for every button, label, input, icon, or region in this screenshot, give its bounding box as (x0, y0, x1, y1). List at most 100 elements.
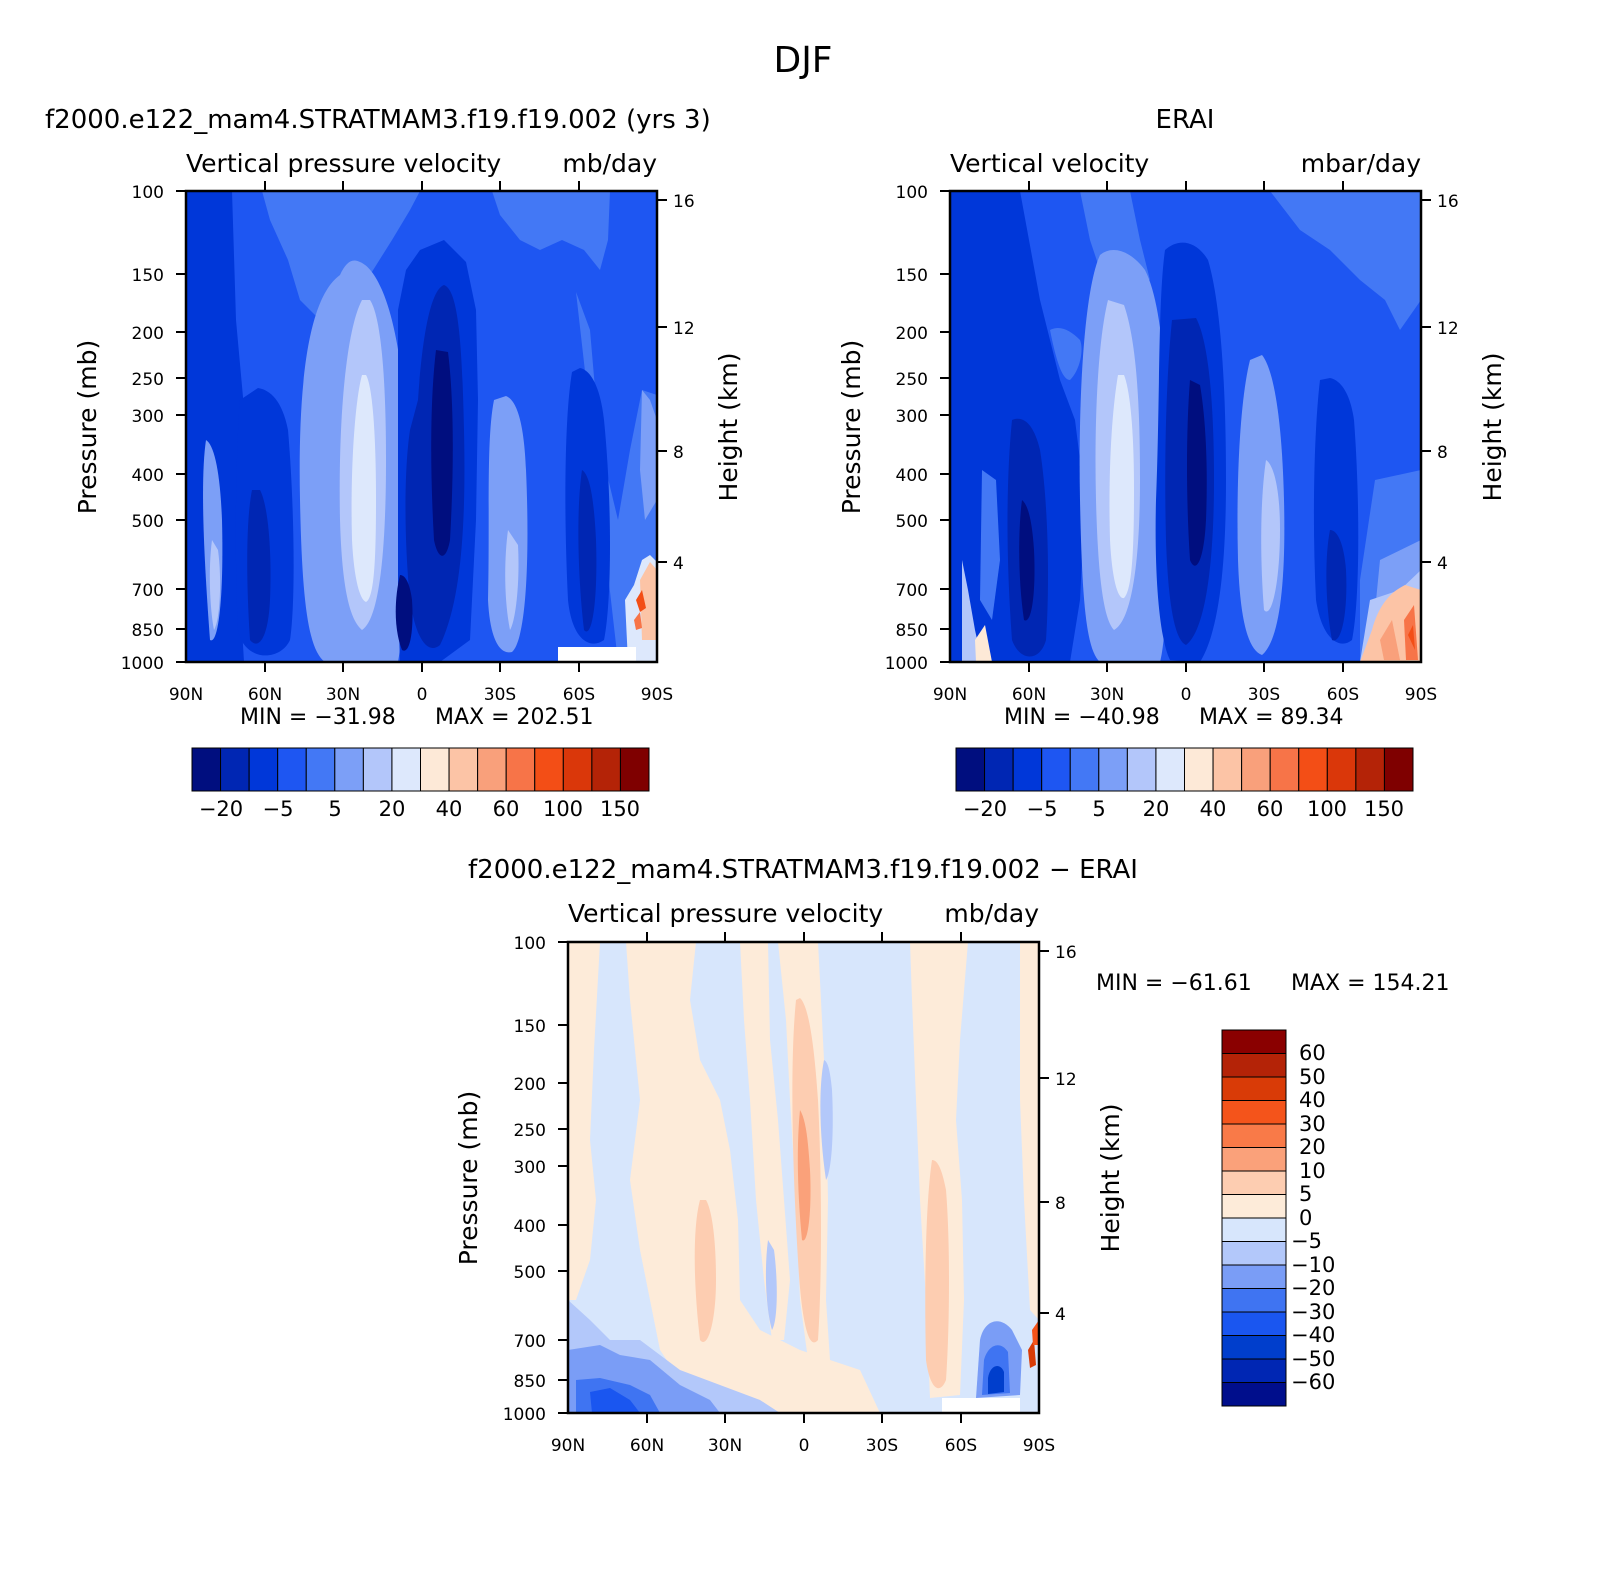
y-tick-label: 700 (514, 1332, 546, 1352)
x-tick-label: 0 (1181, 685, 1192, 705)
colorbar-swatch (220, 747, 250, 792)
y-tick-label: 250 (896, 370, 928, 390)
colorbar-swatch (1221, 1217, 1287, 1242)
colorbar-label: 150 (1364, 797, 1404, 821)
panel-diff-min: MIN = −61.61 (1096, 971, 1252, 996)
panel-diff: f2000.e122_mam4.STRATMAM3.f19.f19.002 − … (454, 855, 1450, 1456)
colorbar-swatch (1221, 1194, 1287, 1219)
x-tick-label: 30N (326, 685, 360, 705)
y-tick-label: 400 (514, 1217, 546, 1237)
colorbar-label: 30 (1299, 1112, 1326, 1136)
height-tick-label: 16 (1055, 943, 1077, 963)
height-tick-label: 4 (1437, 554, 1448, 574)
colorbar-swatch (1098, 747, 1128, 792)
y-tick-label: 1000 (121, 654, 164, 674)
height-tick-label: 12 (673, 319, 695, 339)
panel-diff-field (568, 942, 1039, 1413)
colorbar-swatch (1355, 747, 1385, 792)
colorbar-swatch (277, 747, 307, 792)
x-tick-label: 30N (1090, 685, 1124, 705)
y-tick-label: 250 (514, 1121, 546, 1141)
colorbar-swatch (1221, 1147, 1287, 1172)
colorbar-label: 40 (436, 797, 463, 821)
colorbar-swatch (1221, 1170, 1287, 1195)
panel-model: f2000.e122_mam4.STRATMAM3.f19.f19.002 (y… (45, 105, 743, 821)
colorbar-swatch (1155, 747, 1185, 792)
colorbar-swatch (1221, 1241, 1287, 1266)
y-tick-label: 300 (896, 407, 928, 427)
y-tick-label: 400 (896, 466, 928, 486)
colorbar-swatch (1221, 1123, 1287, 1148)
colorbar-swatch (591, 747, 621, 792)
panel-diff-units: mb/day (944, 899, 1039, 928)
y-tick-label: 100 (514, 934, 546, 954)
x-tick-label: 60S (563, 685, 595, 705)
colorbar-label: −60 (1291, 1370, 1335, 1394)
colorbar-label: 60 (1257, 797, 1284, 821)
panel-diff-ticks (558, 932, 1049, 1423)
panel-diff-ylabel: Pressure (mb) (454, 1091, 483, 1265)
colorbar-swatch (1126, 747, 1157, 792)
panel-obs-max: MAX = 89.34 (1199, 705, 1344, 730)
y-tick-label: 500 (896, 512, 928, 532)
colorbar-swatch (362, 747, 393, 792)
height-tick-label: 8 (1437, 443, 1448, 463)
y-tick-label: 200 (132, 324, 164, 344)
x-tick-label: 90N (551, 1436, 585, 1456)
colorbar-swatch (477, 747, 507, 792)
y-tick-label: 400 (132, 466, 164, 486)
colorbar-label: 150 (600, 797, 640, 821)
y-tick-label: 200 (514, 1075, 546, 1095)
x-tick-label: 60N (630, 1436, 664, 1456)
panel-diff-xticklabels: 90N 60N 30N 0 30S 60S 90S (551, 1436, 1055, 1456)
colorbar-swatch (1041, 747, 1071, 792)
y-tick-label: 200 (896, 324, 928, 344)
panel-obs-ylabel: Pressure (mb) (837, 340, 866, 514)
x-tick-label: 30S (1248, 685, 1280, 705)
colorbar-swatch (1221, 1311, 1287, 1336)
panel-model-colorbar: −20 −5 5 20 40 60 100 150 (191, 747, 650, 821)
panel-model-title: f2000.e122_mam4.STRATMAM3.f19.f19.002 (y… (45, 105, 711, 135)
colorbar-label: 50 (1299, 1065, 1326, 1089)
y-tick-label: 850 (132, 621, 164, 641)
panel-obs-min: MIN = −40.98 (1004, 705, 1160, 730)
x-tick-label: 60N (1012, 685, 1046, 705)
y-tick-label: 100 (132, 183, 164, 203)
panel-diff-title: f2000.e122_mam4.STRATMAM3.f19.f19.002 − … (468, 855, 1138, 885)
panel-obs-units: mbar/day (1301, 149, 1421, 178)
y-tick-label: 1000 (503, 1405, 546, 1425)
y-tick-label: 1000 (885, 654, 928, 674)
panel-diff-heightlabels: 16 12 8 4 (1055, 943, 1077, 1325)
colorbar-label: −10 (1291, 1253, 1335, 1277)
colorbar-swatch (1221, 1264, 1287, 1289)
colorbar-swatch (1221, 1100, 1287, 1125)
panel-obs-yticklabels: 100 150 200 250 300 400 500 700 850 1000 (885, 183, 928, 674)
panel-model-max: MAX = 202.51 (435, 705, 594, 730)
panel-obs-xticklabels: 90N 60N 30N 0 30S 60S 90S (933, 685, 1437, 705)
colorbar-swatch (1212, 747, 1243, 792)
colorbar-label: 40 (1299, 1088, 1326, 1112)
colorbar-label: −50 (1291, 1347, 1335, 1371)
y-tick-label: 850 (514, 1372, 546, 1392)
colorbar-label: 100 (1307, 797, 1347, 821)
colorbar-label: −40 (1291, 1323, 1335, 1347)
y-tick-label: 250 (132, 370, 164, 390)
y-tick-label: 300 (514, 1158, 546, 1178)
x-tick-label: 90S (1023, 1436, 1055, 1456)
x-tick-label: 60N (248, 685, 282, 705)
colorbar-swatch (1221, 1335, 1287, 1360)
colorbar-label: −5 (1027, 797, 1058, 821)
height-tick-label: 16 (673, 192, 695, 212)
colorbar-label: 5 (1299, 1182, 1312, 1206)
colorbar-swatch (420, 747, 450, 792)
height-tick-label: 16 (1437, 192, 1459, 212)
y-tick-label: 500 (132, 512, 164, 532)
height-tick-label: 12 (1055, 1070, 1077, 1090)
panel-obs-title: ERAI (1156, 105, 1215, 135)
panel-model-min: MIN = −31.98 (240, 705, 396, 730)
colorbar-swatch (1241, 747, 1271, 792)
colorbar-swatch (1383, 747, 1414, 792)
colorbar-label: −5 (1291, 1229, 1322, 1253)
colorbar-label: −5 (263, 797, 294, 821)
